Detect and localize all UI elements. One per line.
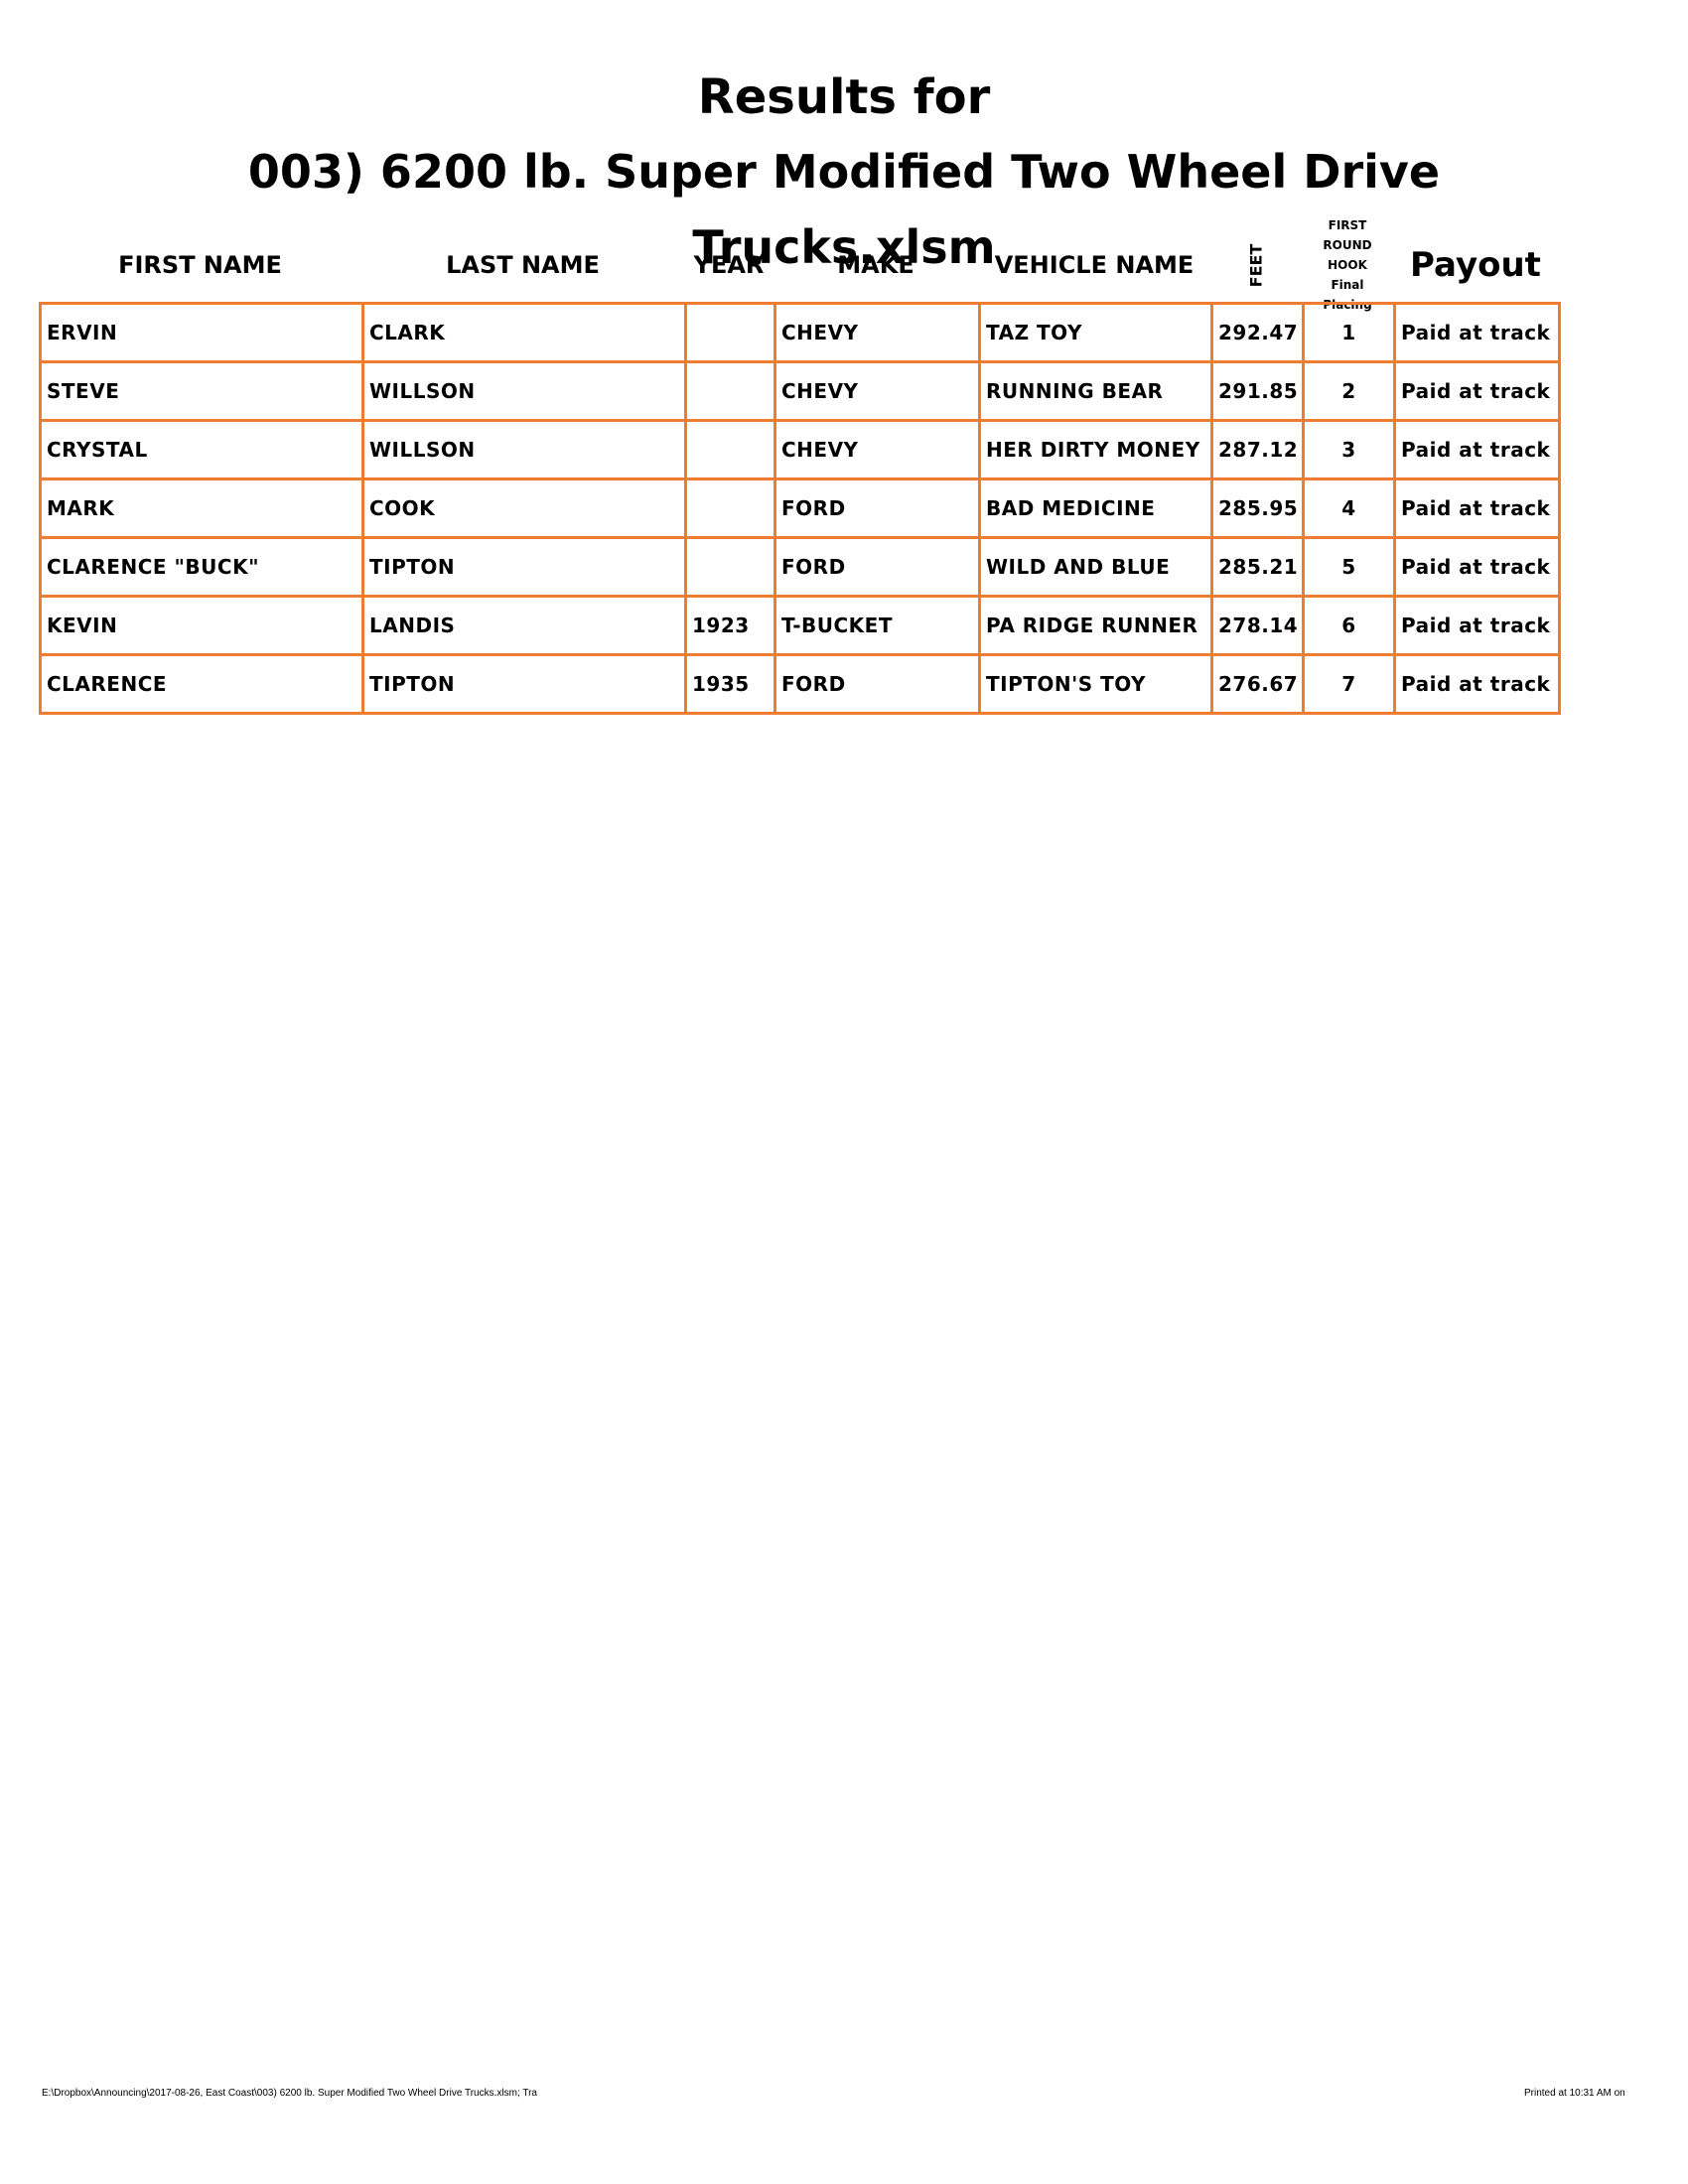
results-table: ERVIN CLARK CHEVY TAZ TOY 292.47 1 Paid at tra… [39,302,1561,715]
cell: 292.47 [1210,302,1305,363]
cell: Paid at track [1393,536,1561,598]
column-header: FIRST NAME [118,251,282,279]
cell: 285.95 [1210,478,1305,539]
cell [684,419,776,480]
cell: TAZ TOY [978,302,1213,363]
cell: FORD [774,653,981,715]
cell: Paid at track [1393,419,1561,480]
column-header: MAKE [837,251,914,279]
result-row: MARK COOK FORD BAD MEDICINE 285.95 4 Paid at t… [39,478,1561,539]
cell: TIPTON [361,536,687,598]
column-header: YEAR [693,251,765,279]
result-row: KEVIN LANDIS 1923 T-BUCKET PA RIDGE RUNNER 27… [39,595,1561,656]
cell: 1 [1302,302,1396,363]
cell: 2 [1302,360,1396,422]
result-row: CLARENCE "BUCK" TIPTON FORD WILD AND BLUE 28… [39,536,1561,598]
title-line: Trucks.xlsm [692,220,996,274]
cell: FORD [774,478,981,539]
cell: 6 [1302,595,1396,656]
column-header: LAST NAME [446,251,600,279]
result-row: ERVIN CLARK CHEVY TAZ TOY 292.47 1 Paid at tra… [39,302,1561,363]
cell: Paid at track [1393,653,1561,715]
header-line: FIRST [1328,218,1367,232]
cell [684,478,776,539]
cell: 285.21 [1210,536,1305,598]
cell: LANDIS [361,595,687,656]
title-line: 003) 6200 lb. Super Modified Two Wheel D… [247,145,1441,199]
cell: COOK [361,478,687,539]
cell: 278.14 [1210,595,1305,656]
cell: Paid at track [1393,302,1561,363]
header-line: ROUND [1323,238,1372,252]
result-row: CLARENCE TIPTON 1935 FORD TIPTON'S TOY 276.67… [39,653,1561,715]
cell: 276.67 [1210,653,1305,715]
cell: Paid at track [1393,360,1561,422]
column-header: VEHICLE NAME [994,251,1195,279]
cell: CLARK [361,302,687,363]
title-line: Results for [697,69,991,125]
cell: FORD [774,536,981,598]
cell [684,360,776,422]
cell: ERVIN [39,302,364,363]
column-header: FIRST ROUND HOOK Final Placing [1302,218,1393,312]
cell: HER DIRTY MONEY [978,419,1213,480]
cell: 3 [1302,419,1396,480]
cell: CLARENCE "BUCK" [39,536,364,598]
cell: 287.12 [1210,419,1305,480]
cell: CLARENCE [39,653,364,715]
cell: CHEVY [774,302,981,363]
cell: PA RIDGE RUNNER [978,595,1213,656]
cell: T-BUCKET [774,595,981,656]
header-line: HOOK [1328,258,1367,272]
cell: Paid at track [1393,478,1561,539]
cell: 1923 [684,595,776,656]
cell: MARK [39,478,364,539]
cell: 1935 [684,653,776,715]
cell: TIPTON'S TOY [978,653,1213,715]
cell: WILD AND BLUE [978,536,1213,598]
cell: CRYSTAL [39,419,364,480]
result-row: CRYSTAL WILLSON CHEVY HER DIRTY MONEY 287.12… [39,419,1561,480]
cell: 4 [1302,478,1396,539]
cell: Paid at track [1393,595,1561,656]
cell [684,302,776,363]
cell: CHEVY [774,419,981,480]
header-text: FEET [1246,243,1266,287]
cell: 5 [1302,536,1396,598]
header-line: Final [1331,278,1364,292]
footer-printed: Printed at 10:31 AM on [1524,2088,1625,2099]
cell: 291.85 [1210,360,1305,422]
result-row: STEVE WILLSON CHEVY RUNNING BEAR 291.85 2 Paid… [39,360,1561,422]
cell: KEVIN [39,595,364,656]
footer-path: E:\Dropbox\Announcing\2017-08-26, East C… [42,2088,537,2099]
cell: STEVE [39,360,364,422]
cell: CHEVY [774,360,981,422]
cell: BAD MEDICINE [978,478,1213,539]
cell: WILLSON [361,360,687,422]
column-header: Payout [1410,245,1541,285]
cell: WILLSON [361,419,687,480]
cell: RUNNING BEAR [978,360,1213,422]
cell [684,536,776,598]
column-header: FEET [1210,228,1302,302]
cell: TIPTON [361,653,687,715]
cell: 7 [1302,653,1396,715]
